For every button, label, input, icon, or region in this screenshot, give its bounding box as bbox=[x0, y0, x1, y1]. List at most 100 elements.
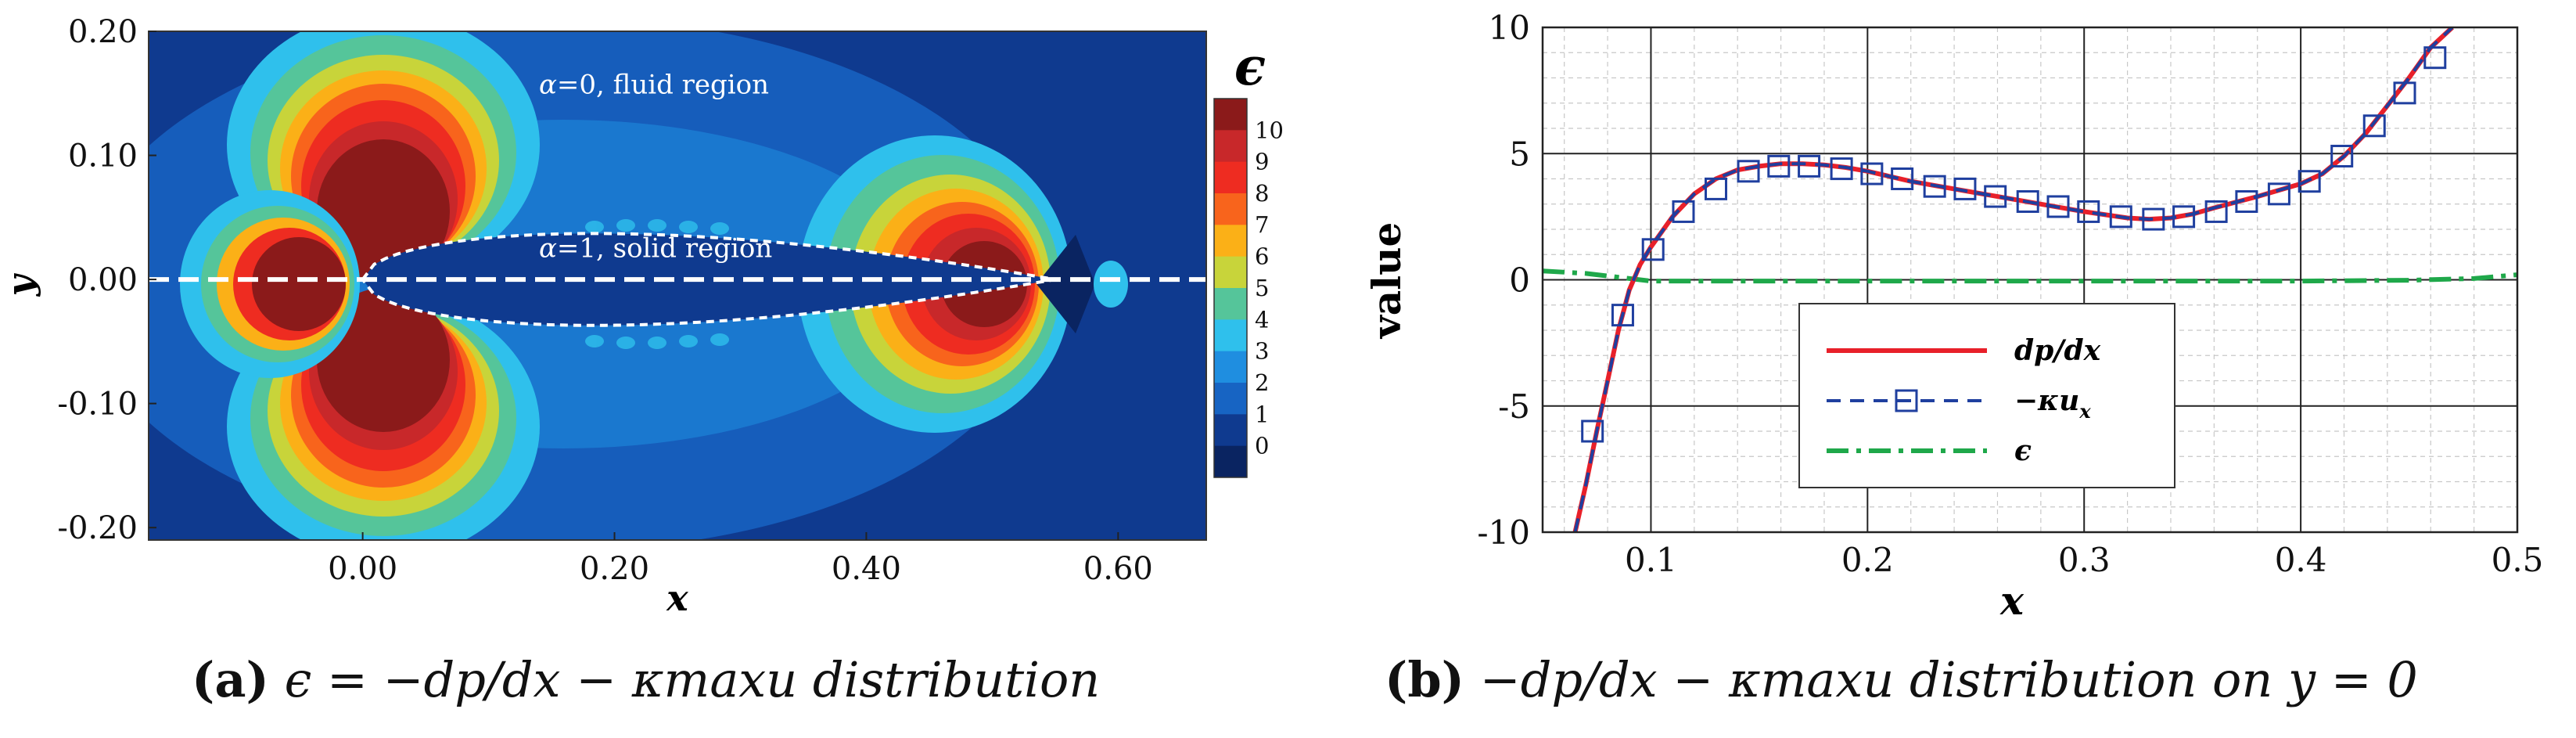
contour-plot-frame bbox=[148, 31, 1207, 541]
y-tick-label: 10 bbox=[1489, 9, 1530, 47]
kappa-u-marker bbox=[2077, 200, 2100, 223]
colorbar-tick-label: 4 bbox=[1255, 306, 1269, 333]
kappa-u-marker bbox=[1891, 167, 1914, 190]
y-tick-label: 0 bbox=[1509, 261, 1530, 300]
kappa-u-marker bbox=[2423, 46, 2447, 70]
x-tick-label: 0.4 bbox=[2275, 541, 2327, 579]
colorbar-tick-label: 0 bbox=[1255, 433, 1269, 459]
kappa-u-marker bbox=[2172, 205, 2196, 229]
kappa-u-marker bbox=[1672, 200, 1695, 223]
caption-b: (b) −dp/dx − κmaxu distribution on y = 0 bbox=[1385, 651, 2418, 708]
y-tick-label: -5 bbox=[1498, 387, 1530, 426]
colorbar-swatch bbox=[1214, 161, 1247, 194]
legend: dp/dx −κux ϵ bbox=[1798, 303, 2175, 488]
colorbar-frame bbox=[1213, 98, 1248, 478]
x-tick-label: 0.3 bbox=[2058, 541, 2111, 579]
legend-kappa-u-label: −κux bbox=[2014, 384, 2091, 423]
series-kappa-u-markers bbox=[1581, 46, 2447, 443]
annotation-fluid-region: α=0, fluid region bbox=[539, 69, 769, 100]
kappa-u-marker bbox=[1953, 177, 1977, 200]
solid-region-foil bbox=[362, 233, 1055, 326]
colorbar-swatch bbox=[1214, 319, 1247, 352]
kappa-u-marker bbox=[1984, 185, 2007, 208]
kappa-u-marker bbox=[1923, 175, 1946, 198]
kappa-u-marker bbox=[1705, 177, 1728, 200]
contour-lobe-leading-front bbox=[180, 190, 360, 378]
panel-b-x-axis-label: x bbox=[1999, 578, 2025, 624]
legend-box bbox=[1798, 303, 2175, 488]
colorbar-tick-label: 8 bbox=[1255, 180, 1269, 207]
colorbar-title: ϵ bbox=[1234, 36, 1266, 97]
y-tick-label: 0.00 bbox=[68, 262, 138, 298]
kappa-u-marker bbox=[1798, 154, 1821, 178]
y-tick-label: 5 bbox=[1509, 135, 1530, 173]
caption-a: (a) ϵ = −dp/dx − κmaxu distribution bbox=[192, 651, 1101, 708]
contour-surface-ripples bbox=[585, 219, 729, 349]
colorbar-swatch bbox=[1214, 193, 1247, 225]
x-tick-label: 0.60 bbox=[1083, 551, 1153, 587]
contour-field bbox=[149, 31, 1206, 540]
panel-a-y-axis-label: y bbox=[0, 272, 41, 297]
colorbar-tick-label: 3 bbox=[1255, 338, 1269, 365]
colorbar-swatch bbox=[1214, 445, 1247, 478]
y-tick-label: -0.10 bbox=[57, 387, 138, 423]
kappa-u-marker bbox=[1830, 157, 1853, 181]
x-tick-label: 0.5 bbox=[2492, 541, 2544, 579]
colorbar-swatch bbox=[1214, 383, 1247, 415]
kappa-u-marker bbox=[1767, 154, 1791, 178]
panel-b-axis-ticks: 0.1 0.2 0.3 0.4 0.5 10 5 0 -5 -10 bbox=[1477, 9, 2543, 579]
colorbar-tick-label: 5 bbox=[1255, 275, 1269, 301]
colorbar-tick-label: 6 bbox=[1255, 243, 1269, 270]
colorbar-swatch bbox=[1214, 351, 1247, 383]
contour-wake-wedge bbox=[1037, 235, 1095, 333]
kappa-u-marker bbox=[2267, 182, 2290, 206]
x-tick-label: 0.1 bbox=[1625, 541, 1677, 579]
kappa-u-marker bbox=[1860, 162, 1884, 185]
panel-a-axis-ticks: 0.00 0.20 0.40 0.60 0.20 0.10 0.00 -0.10 -0.20 bbox=[57, 14, 1152, 587]
colorbar-swatch bbox=[1214, 99, 1247, 131]
kappa-u-marker bbox=[2298, 170, 2321, 193]
colorbar-tick-label: 10 bbox=[1255, 117, 1284, 143]
kappa-u-marker bbox=[2393, 81, 2416, 105]
kappa-u-marker bbox=[2142, 207, 2165, 231]
x-tick-label: 0.20 bbox=[580, 551, 649, 587]
colorbar-tick-label: 7 bbox=[1255, 211, 1269, 238]
x-tick-label: 0.00 bbox=[328, 551, 397, 587]
annotation-solid-region: α=1, solid region bbox=[539, 233, 772, 265]
colorbar-tick-label: 2 bbox=[1255, 369, 1269, 396]
kappa-u-marker bbox=[2109, 205, 2132, 229]
y-tick-label: 0.10 bbox=[68, 139, 138, 175]
series-kappa-u-line bbox=[1573, 27, 2454, 532]
colorbar-swatch bbox=[1214, 225, 1247, 257]
legend-dpdx-label: dp/dx bbox=[2014, 334, 2101, 367]
legend-epsilon-label: ϵ bbox=[2014, 434, 2032, 467]
legend-kappa-u-marker bbox=[1895, 389, 1918, 412]
panel-b-line-plot: 0.1 0.2 0.3 0.4 0.5 10 5 0 -5 -10 x value dp/dx −… bbox=[1363, 9, 2543, 624]
kappa-u-marker bbox=[1581, 419, 1604, 443]
y-tick-label: -10 bbox=[1477, 513, 1530, 552]
kappa-u-marker bbox=[2362, 114, 2386, 138]
x-tick-label: 0.40 bbox=[832, 551, 901, 587]
kappa-u-marker bbox=[1611, 304, 1634, 327]
panel-b-y-axis-label: value bbox=[1363, 222, 1410, 340]
panel-a-contour-plot: α=0, fluid region α=1, solid region 0.00… bbox=[0, 14, 1284, 619]
kappa-u-marker bbox=[2046, 195, 2070, 218]
kappa-u-marker bbox=[2235, 190, 2258, 214]
contour-wake-spot bbox=[1094, 261, 1128, 308]
kappa-u-marker bbox=[2016, 190, 2039, 214]
colorbar-tick-label: 1 bbox=[1255, 401, 1269, 427]
colorbar-swatch bbox=[1214, 130, 1247, 163]
y-tick-label: 0.20 bbox=[68, 14, 138, 50]
line-plot-frame bbox=[1541, 26, 2519, 534]
kappa-u-marker bbox=[1737, 160, 1760, 183]
colorbar-swatch bbox=[1214, 288, 1247, 320]
colorbar-tick-label: 9 bbox=[1255, 149, 1269, 175]
kappa-u-marker bbox=[2204, 200, 2228, 223]
y-tick-label: -0.20 bbox=[57, 510, 138, 546]
panel-a-x-axis-label: x bbox=[666, 577, 688, 619]
kappa-u-marker bbox=[2330, 144, 2354, 167]
kappa-u-marker bbox=[1641, 238, 1665, 261]
colorbar-swatch bbox=[1214, 256, 1247, 289]
